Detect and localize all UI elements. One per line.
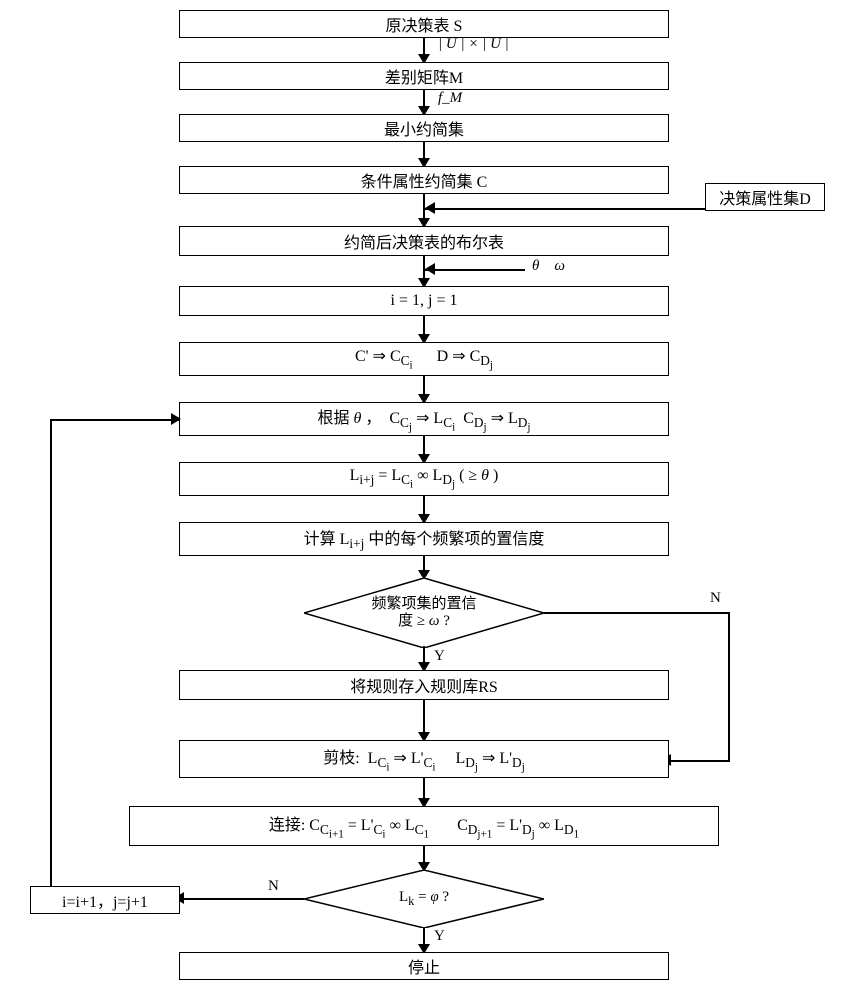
node-diff-matrix: 差别矩阵M (179, 62, 669, 90)
node-theta-L: 根据 θ ， CCj ⇒ LCi CDj ⇒ LDj (179, 402, 669, 436)
label-Y2: Y (434, 928, 445, 945)
line-N1-v (728, 612, 730, 762)
text: 剪枝: LCi ⇒ L'Ci LDj ⇒ L'Dj (323, 744, 525, 774)
node-init-ij: i = 1, j = 1 (179, 286, 669, 316)
line-loop-h (50, 419, 179, 421)
node-bool-table: 约简后决策表的布尔表 (179, 226, 669, 256)
text: 计算 Li+j 中的每个频繁项的置信度 (304, 525, 545, 552)
line-N2-h (182, 898, 304, 900)
flowchart-canvas: 原决策表 S | U | × | U | 差别矩阵M f_M 最小约简集 条件属… (10, 10, 838, 990)
arrowhead (425, 202, 435, 214)
line-theta-omega (425, 269, 525, 271)
text: i = 1, j = 1 (391, 292, 458, 310)
text: 最小约简集 (384, 116, 464, 140)
edge-label-fM: f_M (438, 90, 462, 107)
node-calc-conf: 计算 Li+j 中的每个频繁项的置信度 (179, 522, 669, 556)
text: i=i+1，j=j+1 (62, 888, 148, 912)
text: 根据 θ ， CCj ⇒ LCi CDj ⇒ LDj (317, 404, 530, 434)
text: Li+j = LCi ∞ LDj ( ≥ θ ) (350, 467, 499, 491)
text: 将规则存入规则库RS (350, 673, 498, 697)
text: 原决策表 S (386, 12, 463, 36)
label-N2: N (268, 878, 279, 895)
label-theta-omega: θ ω (532, 258, 565, 275)
node-original-table: 原决策表 S (179, 10, 669, 38)
text: 约简后决策表的布尔表 (344, 229, 504, 253)
node-pruning: 剪枝: LCi ⇒ L'Ci LDj ⇒ L'Dj (179, 740, 669, 778)
node-L-join: Li+j = LCi ∞ LDj ( ≥ θ ) (179, 462, 669, 496)
decision-text-2: Lk = φ ? (304, 870, 544, 928)
line-D-merge (425, 208, 705, 210)
node-min-reduct: 最小约简集 (179, 114, 669, 142)
text: 条件属性约简集 C (361, 168, 488, 192)
text: 差别矩阵M (385, 64, 463, 88)
decision-Lk-empty: Lk = φ ? (304, 870, 544, 928)
node-decision-attr-D: 决策属性集D (705, 183, 825, 211)
arrowhead (425, 263, 435, 275)
line-N1-h2 (669, 760, 730, 762)
text: 连接: CCi+1 = L'Ci ∞ LC1 CDj+1 = L'Dj ∞ LD… (269, 811, 579, 841)
text: C' ⇒ CCi D ⇒ CDj (355, 346, 493, 372)
node-increment: i=i+1，j=j+1 (30, 886, 180, 914)
node-store-rule: 将规则存入规则库RS (179, 670, 669, 700)
text: 决策属性集D (719, 185, 811, 209)
text: 停止 (408, 954, 440, 978)
line-N1-h (544, 612, 730, 614)
label-N1: N (710, 590, 721, 607)
edge-label-UxU: | U | × | U | (438, 36, 509, 53)
arrowhead (171, 413, 181, 425)
line-loop-v (50, 419, 52, 886)
node-cond-attr-reduct: 条件属性约简集 C (179, 166, 669, 194)
decision-text: 频繁项集的置信度 ≥ ω ? (304, 578, 544, 648)
decision-confidence: 频繁项集的置信度 ≥ ω ? (304, 578, 544, 648)
node-stop: 停止 (179, 952, 669, 980)
node-c-d-assign: C' ⇒ CCi D ⇒ CDj (179, 342, 669, 376)
label-Y1: Y (434, 648, 445, 665)
node-connect: 连接: CCi+1 = L'Ci ∞ LC1 CDj+1 = L'Dj ∞ LD… (129, 806, 719, 846)
